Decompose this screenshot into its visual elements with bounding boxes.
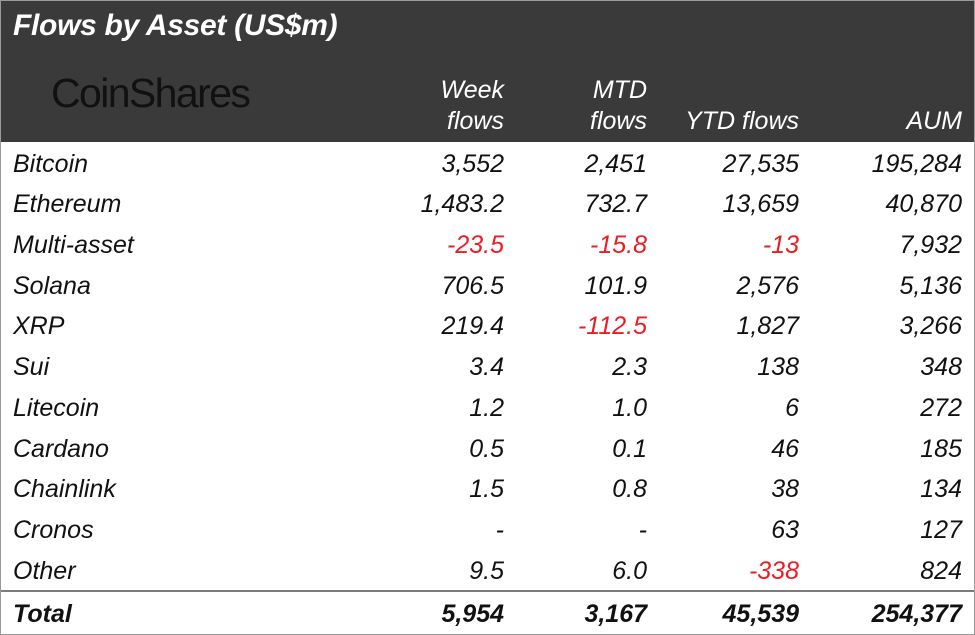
cell-aum: 40,870 [885, 190, 962, 219]
coinshares-logo: CoinShares [51, 70, 251, 116]
asset-name: Other [13, 556, 76, 585]
cell-ytd: 46 [771, 434, 799, 463]
cell-mtd: 1.0 [612, 393, 647, 422]
cell-week: 1,483.2 [420, 190, 504, 219]
cell-week: - [495, 515, 504, 544]
asset-name: Litecoin [13, 393, 100, 422]
table-header: Flows by Asset (US$m) CoinShares Week fl… [1, 1, 974, 142]
asset-name: Cronos [13, 515, 94, 544]
cell-ytd: -338 [748, 556, 799, 585]
cell-week: 0.5 [469, 434, 504, 463]
cell-ytd: 63 [771, 515, 799, 544]
cell-aum: 7,932 [899, 231, 962, 260]
table-row: Sui 3.4 2.3 138 348 [1, 345, 974, 386]
cell-mtd: 2,451 [584, 149, 647, 178]
cell-week: 219.4 [441, 312, 504, 341]
asset-name: Chainlink [13, 475, 116, 504]
cell-mtd: 0.1 [612, 434, 647, 463]
cell-week: 706.5 [441, 271, 504, 300]
cell-week: 3.4 [469, 353, 504, 382]
asset-name: Cardano [13, 434, 109, 463]
column-header-ytd-flows: YTD flows [685, 106, 799, 135]
total-ytd-flows: 45,539 [722, 600, 799, 628]
cell-aum: 824 [920, 556, 962, 585]
cell-aum: 134 [920, 475, 962, 504]
total-mtd-flows: 3,167 [584, 600, 647, 628]
column-header-aum: AUM [906, 106, 962, 135]
cell-week: 1.2 [469, 393, 504, 422]
cell-aum: 195,284 [871, 149, 962, 178]
cell-week: 1.5 [469, 475, 504, 504]
cell-aum: 127 [920, 515, 962, 544]
asset-name: Ethereum [13, 190, 122, 219]
cell-ytd: 13,659 [722, 190, 799, 219]
cell-week: 3,552 [441, 149, 504, 178]
total-separator [1, 590, 974, 592]
cell-aum: 348 [920, 353, 962, 382]
cell-mtd: 732.7 [584, 190, 647, 219]
cell-ytd: -13 [762, 231, 799, 260]
table-row: Cronos - - 63 127 [1, 508, 974, 549]
page-title: Flows by Asset (US$m) [13, 9, 338, 42]
table-row: Chainlink 1.5 0.8 38 134 [1, 468, 974, 509]
table-body: Bitcoin 3,552 2,451 27,535 195,284 Ethereum 1,… [1, 142, 974, 590]
cell-mtd: 6.0 [612, 556, 647, 585]
cell-aum: 5,136 [899, 271, 962, 300]
cell-aum: 3,266 [899, 312, 962, 341]
cell-mtd: -15.8 [590, 231, 647, 260]
asset-name: Sui [13, 353, 50, 382]
cell-ytd: 1,827 [736, 312, 799, 341]
asset-name: XRP [13, 312, 65, 341]
cell-mtd: -112.5 [577, 312, 647, 341]
cell-week: 9.5 [469, 556, 504, 585]
table-row: Other 9.5 6.0 -338 824 [1, 549, 974, 590]
table-row-total: Total 5,954 3,167 45,539 254,377 [1, 592, 974, 634]
cell-aum: 272 [920, 393, 962, 422]
total-aum: 254,377 [871, 600, 962, 628]
table-row: Litecoin 1.2 1.0 6 272 [1, 386, 974, 427]
cell-mtd: - [638, 515, 647, 544]
cell-mtd: 101.9 [584, 271, 647, 300]
table-row: Bitcoin 3,552 2,451 27,535 195,284 [1, 142, 974, 183]
column-header-week-flows: Week flows [440, 76, 504, 135]
cell-ytd: 138 [757, 353, 799, 382]
cell-aum: 185 [920, 434, 962, 463]
total-label: Total [13, 600, 72, 628]
table-row: Cardano 0.5 0.1 46 185 [1, 427, 974, 468]
cell-ytd: 6 [785, 393, 799, 422]
table-row: Multi-asset -23.5 -15.8 -13 7,932 [1, 223, 974, 264]
cell-ytd: 2,576 [736, 271, 799, 300]
table-row: XRP 219.4 -112.5 1,827 3,266 [1, 305, 974, 346]
table-row: Ethereum 1,483.2 732.7 13,659 40,870 [1, 183, 974, 224]
column-header-mtd-flows: MTD flows [590, 76, 647, 135]
asset-name: Bitcoin [13, 149, 89, 178]
asset-name: Multi-asset [13, 231, 134, 260]
cell-mtd: 2.3 [612, 353, 647, 382]
cell-ytd: 38 [771, 475, 799, 504]
cell-mtd: 0.8 [612, 475, 647, 504]
cell-ytd: 27,535 [722, 149, 799, 178]
total-week-flows: 5,954 [441, 600, 504, 628]
cell-week: -23.5 [447, 231, 504, 260]
table-row: Solana 706.5 101.9 2,576 5,136 [1, 264, 974, 305]
asset-name: Solana [13, 271, 91, 300]
